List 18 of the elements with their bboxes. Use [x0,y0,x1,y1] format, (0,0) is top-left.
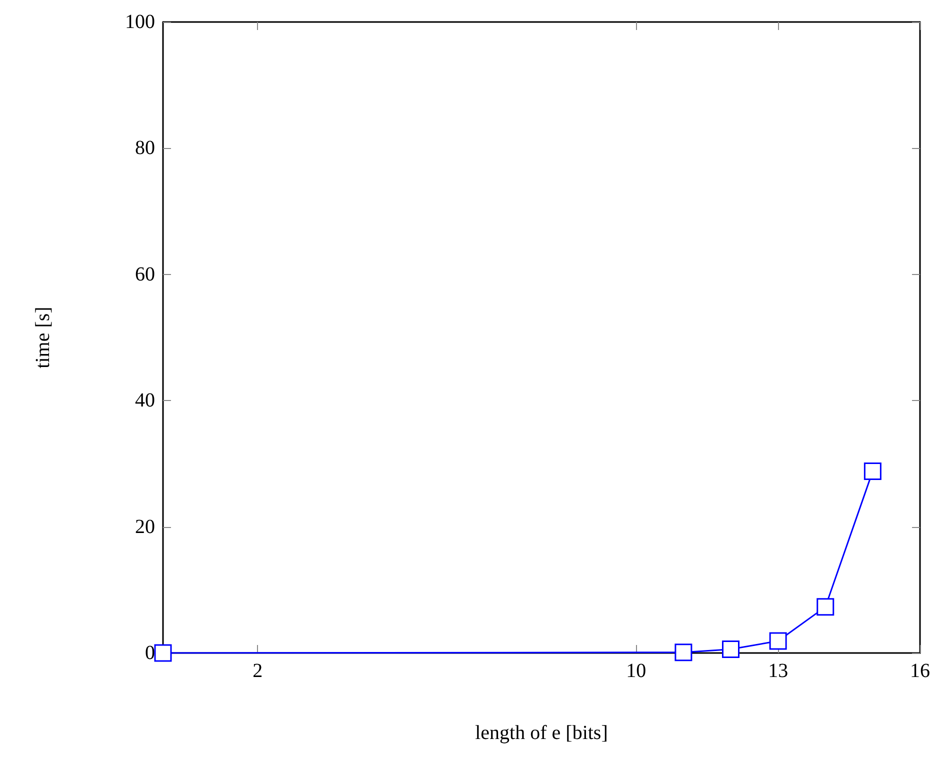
y-tick-label: 100 [125,11,155,33]
x-tick-label: 10 [626,660,646,682]
y-tick-label: 20 [135,516,155,538]
x-tick-label: 13 [768,660,788,682]
point [154,644,172,662]
point [674,644,692,662]
y-tick-label: 60 [135,263,155,286]
y-tick-label: 40 [135,390,155,412]
x-tick-label: 2 [252,660,263,682]
point [816,598,834,616]
y-axis-title: time [s] [32,306,54,368]
y-tick-label: 0 [145,642,155,664]
y-tick-label: 80 [135,137,155,160]
point [722,640,740,658]
point [769,632,787,650]
point [864,462,882,480]
x-axis-title: length of e [bits] [475,722,608,744]
x-tick-label: 16 [910,660,930,682]
